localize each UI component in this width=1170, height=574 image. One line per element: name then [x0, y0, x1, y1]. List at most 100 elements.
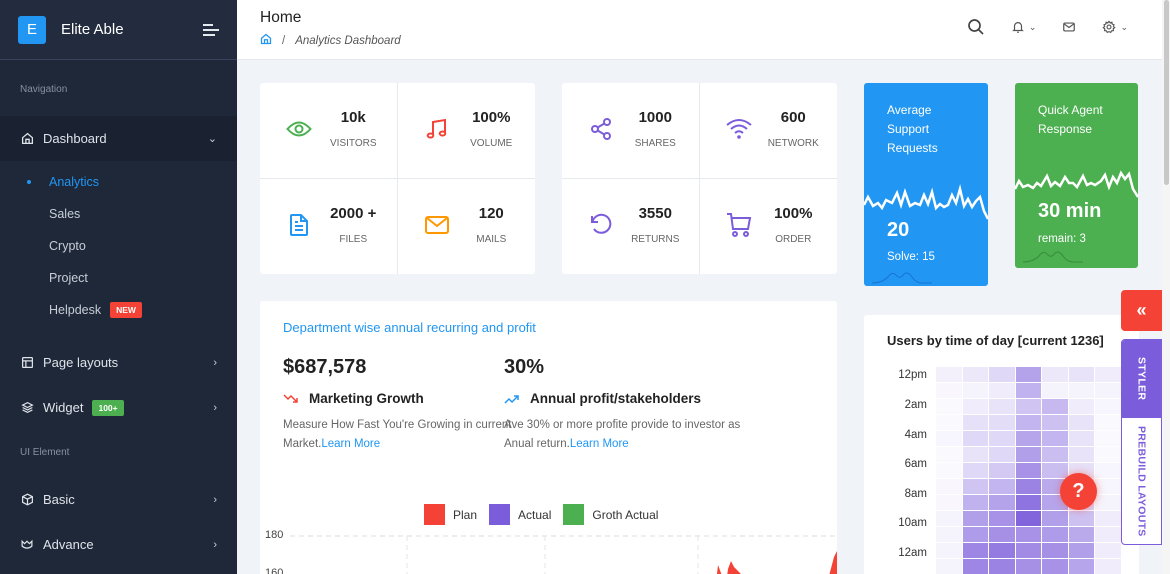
card-subtext: Solve: 15: [887, 251, 935, 263]
heatmap-cell: [989, 415, 1015, 430]
gear-icon: [1102, 20, 1117, 34]
heatmap-cell: [936, 447, 962, 462]
sidebar-subitem-helpdesk[interactable]: Helpdesk NEW: [0, 294, 237, 326]
help-button[interactable]: ?: [1060, 473, 1097, 510]
legend-swatch: [424, 504, 445, 525]
stat-value: 120: [478, 204, 504, 222]
heatmap-cell: [936, 495, 962, 510]
sidebar-item-label: Page layouts: [43, 355, 119, 370]
wifi-icon: [725, 116, 752, 142]
sidebar-subitem-sales[interactable]: Sales: [0, 198, 237, 230]
brand-logo[interactable]: E: [18, 15, 46, 44]
sidebar-item-dashboard[interactable]: Dashboard ⌄: [0, 116, 237, 161]
sidebar-subitem-analytics[interactable]: Analytics: [0, 166, 237, 198]
legend-label: Actual: [518, 507, 552, 522]
subitem-label: Helpdesk: [49, 303, 102, 317]
styler-tab[interactable]: STYLER: [1122, 340, 1161, 418]
breadcrumb-current: Analytics Dashboard: [295, 34, 401, 47]
search-button[interactable]: [967, 18, 985, 36]
heatmap-cell: [962, 383, 988, 398]
breadcrumb-home-icon[interactable]: [260, 33, 272, 48]
heatmap-cell: [962, 415, 988, 430]
row-label: 12pm: [898, 369, 927, 381]
heatmap-cell: [989, 383, 1015, 398]
heatmap-cell: [1095, 479, 1121, 494]
stat-label: SHARES: [634, 138, 676, 149]
file-icon: [286, 212, 312, 238]
stat-label: NETWORK: [767, 138, 819, 149]
title-line: Requests: [887, 141, 938, 155]
row-label: 6am: [904, 458, 927, 470]
card-title: Department wise annual recurring and pro…: [283, 320, 536, 335]
metric-label-row: Marketing Growth: [283, 391, 533, 406]
sidebar-item-page-layouts[interactable]: Page layouts ›: [0, 340, 237, 385]
legend-actual[interactable]: Actual: [489, 504, 551, 525]
heatmap-cell: [1015, 447, 1041, 462]
heatmap-cell: [1042, 415, 1068, 430]
subitem-label: Sales: [49, 207, 81, 221]
heatmap-cell: [1068, 415, 1094, 430]
heatmap-cell: [936, 431, 962, 446]
heatmap-cell: [1068, 511, 1094, 526]
heatmap-cell: [1015, 527, 1041, 542]
breadcrumb: / Analytics Dashboard: [260, 33, 401, 48]
heatmap-cell: [1095, 527, 1121, 542]
widget-count-badge: 100+: [92, 399, 124, 416]
chevron-down-icon: ⌄: [1120, 21, 1128, 32]
stat-files: 2000 + FILES: [260, 178, 398, 274]
box-icon: [20, 493, 34, 507]
stat-value: 100%: [472, 109, 511, 126]
agent-sparkline: [1015, 170, 1138, 198]
sidebar-subitem-crypto[interactable]: Crypto: [0, 230, 237, 262]
sidebar-item-label: Basic: [43, 492, 75, 507]
learn-more-link[interactable]: Learn More: [321, 438, 381, 450]
legend-groth-actual[interactable]: Groth Actual: [563, 504, 658, 525]
legend-plan[interactable]: Plan: [424, 504, 477, 525]
heatmap-cell: [936, 367, 962, 382]
heatmap-cell: [1068, 559, 1094, 574]
heatmap-cell: [1068, 543, 1094, 558]
advance-icon: [20, 538, 34, 552]
sidebar-item-basic[interactable]: Basic ›: [0, 477, 237, 522]
menu-toggle-icon[interactable]: [203, 23, 219, 36]
settings-button[interactable]: ⌄: [1102, 20, 1128, 34]
row-label: 12am: [898, 547, 927, 559]
stat-label: VOLUME: [470, 138, 513, 149]
y-tick: 180: [265, 529, 284, 541]
brand-name[interactable]: Elite Able: [61, 21, 124, 38]
metric-description: Measure How Fast You're Growing in curre…: [283, 416, 533, 454]
subitem-label: Analytics: [49, 175, 100, 189]
heatmap-cell: [1015, 559, 1041, 574]
tab-label: STYLER: [1135, 357, 1148, 401]
dashboard-submenu: Analytics Sales Crypto Project Helpdesk N…: [0, 161, 237, 336]
heatmap-cell: [989, 559, 1015, 574]
stat-order: 100% ORDER: [700, 179, 838, 275]
heatmap-cell: [1068, 431, 1094, 446]
heatmap-cell: [989, 527, 1015, 542]
stat-label: RETURNS: [631, 233, 680, 245]
learn-more-link[interactable]: Learn More: [569, 438, 629, 450]
new-badge: NEW: [110, 302, 142, 318]
search-icon: [968, 19, 984, 35]
heatmap-cell: [1015, 479, 1041, 494]
sidebar-item-widget[interactable]: Widget 100+ ›: [0, 385, 237, 430]
heatmap-cell: [1042, 543, 1068, 558]
stat-shares: 1000 SHARES: [562, 83, 700, 179]
heatmap-grid: [936, 367, 1121, 574]
heatmap-cell: [962, 431, 988, 446]
heatmap-cell: [936, 399, 962, 414]
sidebar-subitem-project[interactable]: Project: [0, 262, 237, 294]
heatmap-cell: [1015, 415, 1041, 430]
notifications-button[interactable]: ⌄: [1011, 20, 1036, 34]
chevron-down-icon: ⌄: [207, 133, 217, 145]
stat-value: 600: [780, 109, 806, 126]
messages-button[interactable]: [1062, 20, 1076, 34]
scrollbar-thumb[interactable]: [1164, 0, 1169, 185]
page-scrollbar[interactable]: [1162, 0, 1170, 574]
heatmap-cell: [1068, 367, 1094, 382]
prebuild-layouts-tab[interactable]: PREBUILD LAYOUTS: [1122, 418, 1161, 544]
sidebar-item-label: Widget: [43, 400, 84, 415]
sidebar-item-label: Advance: [43, 537, 94, 552]
collapse-panel-button[interactable]: «: [1121, 290, 1162, 331]
sidebar-item-advance[interactable]: Advance ›: [0, 522, 237, 567]
